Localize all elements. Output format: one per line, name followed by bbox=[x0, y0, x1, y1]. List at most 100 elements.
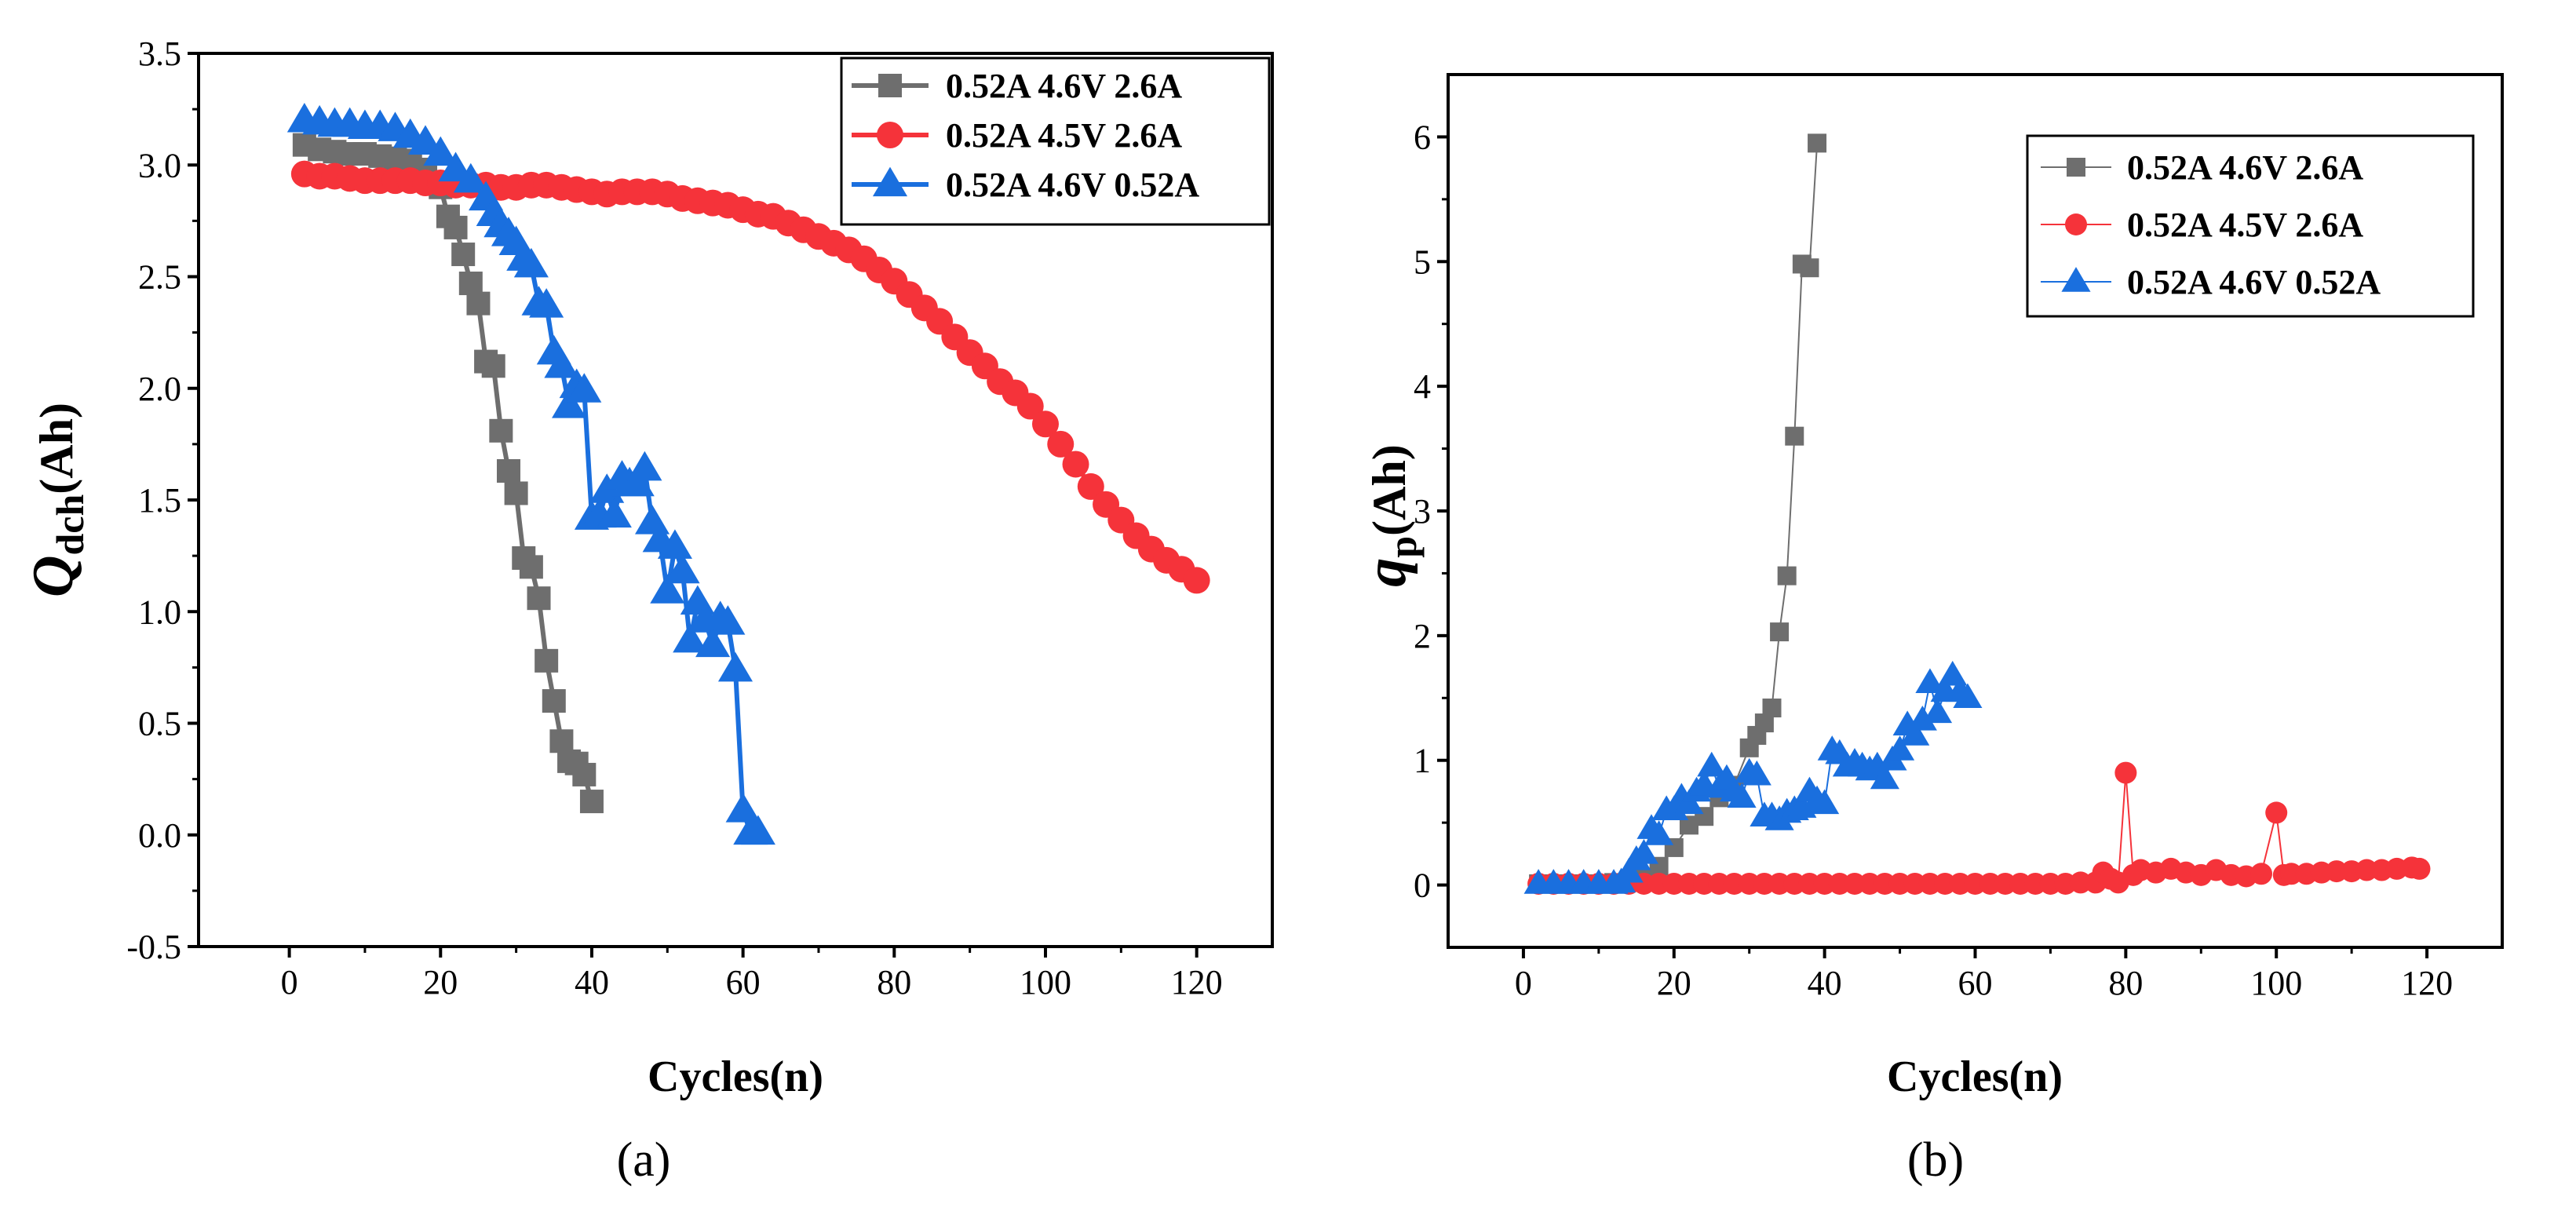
y-tick-label: 3.5 bbox=[138, 35, 181, 73]
data-point bbox=[552, 389, 587, 418]
series-blue bbox=[1523, 660, 1983, 894]
data-point bbox=[1810, 789, 1840, 815]
data-point bbox=[1677, 872, 1700, 895]
x-tick-label: 120 bbox=[2401, 964, 2453, 1002]
data-point bbox=[619, 466, 655, 497]
data-point bbox=[535, 648, 559, 673]
data-point bbox=[673, 622, 708, 653]
data-point bbox=[458, 272, 483, 296]
data-point bbox=[1885, 735, 1915, 761]
data-point bbox=[1783, 872, 1806, 895]
data-point bbox=[1614, 857, 1644, 883]
data-point bbox=[504, 481, 528, 505]
data-point bbox=[1785, 426, 1804, 446]
data-point bbox=[423, 136, 458, 166]
data-point bbox=[1077, 472, 1104, 500]
data-point bbox=[1644, 820, 1674, 845]
data-point bbox=[740, 815, 775, 845]
y-tick-label: 3.0 bbox=[138, 146, 181, 184]
data-point bbox=[1762, 698, 1782, 717]
axes-b: 0 20 40 60 80 100 120 0 1 2 3 4 5 6 bbox=[1414, 118, 2453, 1002]
legend-label: 0.52A 4.6V 0.52A bbox=[946, 166, 1199, 204]
series-b bbox=[1523, 133, 2431, 895]
data-point bbox=[2024, 872, 2047, 895]
data-point bbox=[1828, 872, 1851, 895]
data-point bbox=[597, 498, 632, 528]
panel-label-a: (a) bbox=[617, 1133, 671, 1187]
data-point bbox=[579, 790, 604, 814]
data-point bbox=[650, 574, 685, 604]
x-tick-label: 40 bbox=[1808, 964, 1842, 1002]
data-point bbox=[527, 586, 551, 611]
data-point bbox=[1953, 683, 1983, 709]
data-point bbox=[542, 689, 566, 713]
data-point bbox=[451, 243, 476, 267]
data-point bbox=[443, 215, 468, 239]
y-axis-label-a: Qdch(Ah) bbox=[21, 403, 92, 597]
legend-marker bbox=[2061, 267, 2091, 292]
x-tick-label: 80 bbox=[877, 963, 911, 1002]
x-tick-label: 120 bbox=[1171, 963, 1223, 1002]
y-tick-label: 1 bbox=[1414, 742, 1431, 780]
data-point bbox=[1662, 872, 1685, 895]
data-point bbox=[1964, 872, 1987, 895]
data-point bbox=[1062, 451, 1089, 478]
y-tick-label: 5 bbox=[1414, 243, 1431, 281]
data-point bbox=[1183, 567, 1210, 594]
series-gray bbox=[292, 133, 604, 814]
series-blue bbox=[286, 102, 775, 845]
data-point bbox=[453, 162, 488, 193]
data-point bbox=[1647, 872, 1670, 895]
legend-entry: 0.52A 4.6V 2.6A bbox=[2041, 148, 2363, 187]
y-tick-label: 3 bbox=[1414, 492, 1431, 531]
legend-label: 0.52A 4.5V 2.6A bbox=[2127, 206, 2363, 244]
y-tick-label: 2 bbox=[1414, 617, 1431, 655]
data-point bbox=[1888, 872, 1911, 895]
y-axis-label-b: qp(Ah) bbox=[1354, 444, 1425, 586]
data-point bbox=[1859, 872, 1881, 895]
data-point bbox=[466, 291, 491, 316]
x-tick-label: 40 bbox=[575, 963, 609, 1002]
y-tick-label: -0.5 bbox=[126, 928, 181, 966]
y-tick-label: 0 bbox=[1414, 867, 1431, 905]
x-tick-label: 60 bbox=[726, 963, 761, 1002]
data-point bbox=[1768, 872, 1791, 895]
data-point bbox=[2039, 872, 2062, 895]
x-tick-label: 100 bbox=[1020, 963, 1071, 1002]
data-point bbox=[627, 451, 662, 481]
data-point bbox=[1994, 872, 2016, 895]
data-point bbox=[2325, 860, 2348, 883]
y-tick-label: 4 bbox=[1414, 367, 1431, 406]
data-point bbox=[1047, 430, 1075, 458]
legend-entry: 0.52A 4.5V 2.6A bbox=[2041, 206, 2363, 244]
legend-entry: 0.52A 4.5V 2.6A bbox=[852, 116, 1182, 155]
data-point bbox=[529, 288, 564, 318]
y-tick-label: 0.0 bbox=[138, 816, 181, 855]
chart-a: 0 20 40 60 80 100 120 -0.5 0.0 0.5 1.0 1.5 2.0 2.5 3.0… bbox=[21, 35, 1274, 1187]
data-point bbox=[1934, 872, 1957, 895]
data-point bbox=[496, 459, 520, 483]
x-axis-label-a: Cycles(n) bbox=[648, 1053, 823, 1101]
y-tick-label: 2.5 bbox=[138, 258, 181, 297]
series-a bbox=[286, 102, 1210, 845]
x-tick-label: 20 bbox=[423, 963, 458, 1002]
y-tick-label: 2.0 bbox=[138, 370, 181, 408]
data-point bbox=[1907, 706, 1937, 731]
y-tick-label: 1.5 bbox=[138, 481, 181, 520]
data-point bbox=[710, 605, 746, 635]
y-tick-label: 6 bbox=[1414, 118, 1431, 156]
data-point bbox=[1798, 872, 1821, 895]
legend-marker bbox=[878, 74, 902, 97]
data-point bbox=[1742, 760, 1771, 786]
data-point bbox=[657, 529, 692, 559]
data-point bbox=[2280, 863, 2303, 885]
data-point bbox=[2355, 859, 2378, 881]
data-point bbox=[717, 651, 753, 682]
axes-a: 0 20 40 60 80 100 120 -0.5 0.0 0.5 1.0 1.5 2.0 2.5 3.0… bbox=[126, 35, 1222, 1002]
data-point bbox=[1659, 795, 1689, 821]
data-point bbox=[549, 729, 574, 753]
data-point bbox=[1753, 872, 1775, 895]
x-tick-label: 0 bbox=[1515, 964, 1532, 1002]
data-point bbox=[1738, 872, 1761, 895]
